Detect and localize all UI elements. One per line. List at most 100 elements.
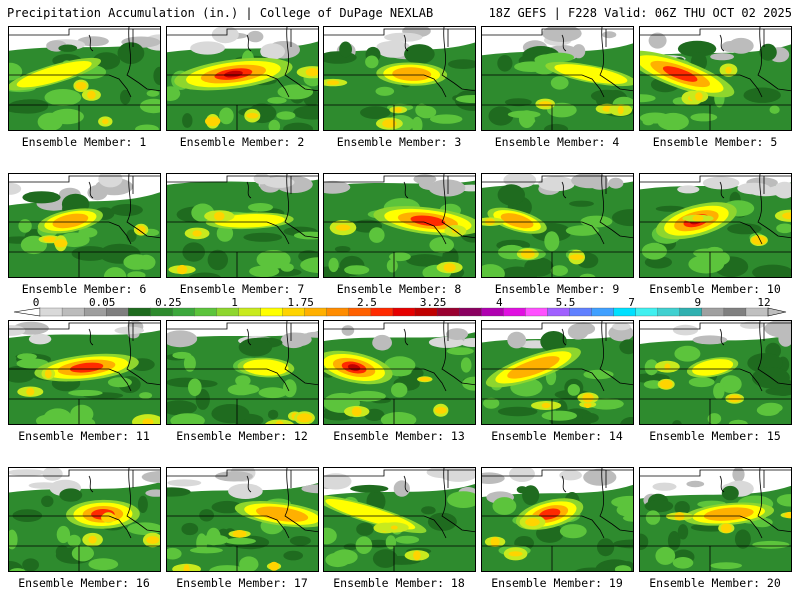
- precip-contour: [488, 106, 514, 126]
- precip-contour: [482, 264, 505, 277]
- state-border: [441, 468, 475, 533]
- precip-contour: [137, 495, 148, 513]
- precip-contour: [120, 89, 131, 105]
- trace-precip: [280, 332, 307, 349]
- precip-contour: [324, 527, 337, 545]
- precip-contour: [567, 384, 580, 396]
- precip-contour: [664, 363, 671, 370]
- precip-contour: [88, 535, 97, 544]
- precip-contour: [59, 488, 83, 502]
- precip-contour: [43, 408, 72, 424]
- state-border: [9, 175, 160, 183]
- precip-contour: [710, 562, 742, 569]
- precip-contour: [692, 359, 734, 376]
- state-border: [482, 221, 605, 245]
- precip-contour: [146, 536, 160, 544]
- precip-contour: [554, 64, 628, 84]
- precip-contour: [612, 209, 633, 227]
- precip-contour: [434, 406, 447, 414]
- ensemble-panel-5: [639, 26, 792, 131]
- precip-contour: [582, 393, 594, 403]
- precip-contour: [667, 531, 681, 551]
- colorbar-swatch: [569, 307, 592, 317]
- colorbar-swatch: [128, 307, 151, 317]
- precip-contour: [142, 418, 154, 424]
- precip-contour: [525, 518, 540, 527]
- precip-contour: [518, 110, 535, 128]
- precip-map: [640, 321, 791, 424]
- colorbar-swatch: [194, 307, 217, 317]
- state-border: [482, 175, 633, 183]
- colorbar-tick-label: 4: [496, 296, 503, 309]
- colorbar-swatch: [481, 307, 504, 317]
- trace-precip: [9, 182, 22, 195]
- precip-contour: [574, 567, 611, 571]
- state-border: [284, 27, 318, 92]
- trace-precip: [686, 480, 705, 488]
- precip-contour: [688, 377, 715, 388]
- colorbar-swatch: [282, 307, 306, 317]
- precip-contour: [360, 106, 391, 119]
- precip-contour: [209, 565, 246, 571]
- lake-border: [246, 181, 252, 199]
- precip-contour: [516, 486, 528, 494]
- trace-precip: [301, 484, 318, 494]
- precip-contour: [356, 522, 374, 536]
- precip-contour: [238, 338, 273, 357]
- state-border: [482, 28, 633, 36]
- lake-border: [719, 34, 725, 52]
- trace-precip: [721, 41, 740, 53]
- ensemble-member-label: Ensemble Member: 3: [336, 135, 462, 149]
- state-border: [640, 368, 763, 392]
- precip-contour: [782, 212, 791, 220]
- precip-contour: [659, 379, 673, 389]
- precip-contour: [365, 55, 379, 69]
- precip-map: [482, 174, 633, 277]
- state-border: [167, 221, 290, 245]
- precip-contour: [300, 257, 318, 273]
- lake-border: [561, 181, 567, 199]
- precip-contour: [690, 113, 718, 122]
- state-border: [482, 322, 633, 330]
- precip-contour: [199, 509, 214, 522]
- precip-contour: [620, 417, 633, 424]
- precip-contour: [391, 382, 408, 398]
- trace-precip: [98, 174, 123, 188]
- precip-contour: [550, 76, 569, 90]
- precip-contour: [559, 524, 587, 539]
- precip-contour: [369, 227, 385, 243]
- precip-contour: [447, 59, 475, 69]
- precip-contour: [565, 225, 599, 236]
- colorbar-swatch: [304, 307, 328, 317]
- colorbar-left-arrow: [13, 307, 41, 317]
- precip-contour: [289, 536, 311, 546]
- precip-contour: [58, 44, 78, 52]
- precip-contour: [490, 537, 500, 547]
- precip-contour: [614, 565, 632, 571]
- trace-precip: [612, 322, 631, 331]
- precip-contour: [16, 358, 49, 369]
- precip-contour: [192, 230, 202, 237]
- trace-precip: [677, 185, 700, 194]
- precip-contour: [695, 92, 703, 101]
- trace-precip: [509, 468, 535, 482]
- precip-colorbar: 0 0.05 0.25 1 1.75 2.5 3.25 4 5.5 7 9 12: [13, 296, 787, 317]
- precip-map: [482, 468, 633, 571]
- precip-contour: [326, 80, 340, 85]
- precip-contour: [239, 556, 259, 571]
- precip-contour: [44, 89, 82, 106]
- trace-precip: [672, 324, 699, 336]
- colorbar-swatch: [679, 307, 703, 317]
- precip-contour: [87, 90, 96, 100]
- ensemble-member-label: Ensemble Member: 1: [21, 135, 147, 149]
- precip-contour: [12, 509, 43, 522]
- trace-precip: [77, 36, 109, 47]
- trace-precip: [732, 468, 745, 483]
- trace-precip: [215, 471, 253, 482]
- ensemble-member-label: Ensemble Member: 16: [18, 576, 150, 590]
- precip-contour: [153, 66, 160, 86]
- precip-contour: [547, 102, 577, 118]
- precip-contour: [579, 273, 596, 277]
- precip-contour: [334, 246, 351, 253]
- trace-precip: [247, 30, 264, 43]
